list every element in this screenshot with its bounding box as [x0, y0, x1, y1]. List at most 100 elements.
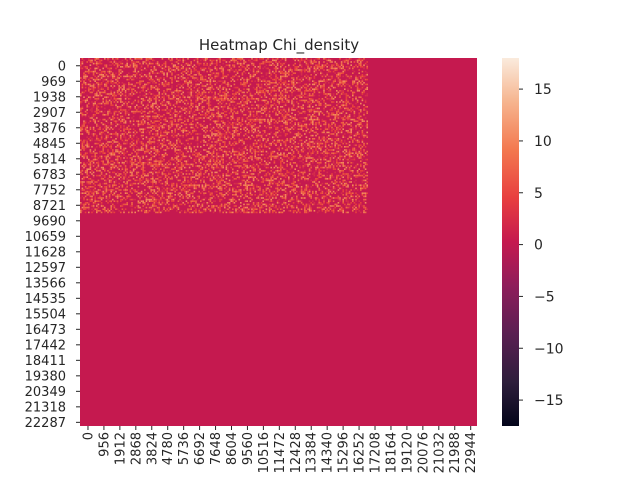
heatmap-cell: [365, 79, 367, 81]
heatmap-cell: [258, 90, 260, 92]
heatmap-cell: [326, 112, 328, 114]
heatmap-cell: [309, 80, 311, 82]
heatmap-cell: [136, 61, 138, 63]
heatmap-cell: [152, 133, 154, 135]
heatmap-cell: [234, 101, 236, 103]
heatmap-cell: [96, 108, 98, 110]
heatmap-cell: [160, 130, 162, 132]
heatmap-cell: [130, 128, 132, 130]
heatmap-cell: [307, 103, 309, 105]
heatmap-cell: [358, 69, 360, 71]
heatmap-cell: [242, 77, 244, 79]
heatmap-cell: [146, 138, 148, 140]
heatmap-cell: [363, 156, 365, 158]
heatmap-cell: [301, 93, 303, 95]
heatmap-cell: [253, 69, 255, 71]
heatmap-cell: [221, 135, 223, 137]
heatmap-cell: [342, 103, 344, 105]
heatmap-cell: [190, 76, 192, 78]
heatmap-cell: [168, 125, 170, 127]
heatmap-cell: [82, 61, 84, 63]
heatmap-cell: [85, 154, 87, 156]
heatmap-cell: [85, 127, 87, 129]
heatmap-cell: [306, 124, 308, 126]
heatmap-cell: [83, 154, 85, 156]
heatmap-cell: [325, 64, 327, 66]
heatmap-cell: [187, 133, 189, 135]
heatmap-cell: [350, 108, 352, 110]
heatmap-cell: [312, 127, 314, 129]
heatmap-cell: [325, 144, 327, 146]
heatmap-cell: [358, 72, 360, 74]
heatmap-cell: [181, 68, 183, 70]
heatmap-cell: [178, 125, 180, 127]
heatmap-cell: [237, 112, 239, 114]
heatmap-cell: [102, 101, 104, 103]
heatmap-cell: [240, 79, 242, 81]
heatmap-cell: [318, 136, 320, 138]
heatmap-cell: [258, 133, 260, 135]
heatmap-cell: [93, 151, 95, 153]
heatmap-cell: [330, 125, 332, 127]
heatmap-cell: [198, 80, 200, 82]
heatmap-cell: [134, 84, 136, 86]
heatmap-cell: [173, 64, 175, 66]
heatmap-cell: [269, 76, 271, 78]
heatmap-cell: [307, 95, 309, 97]
heatmap-cell: [248, 119, 250, 121]
heatmap-cell: [304, 156, 306, 158]
heatmap-cell: [302, 77, 304, 79]
heatmap-cell: [168, 98, 170, 100]
heatmap-cell: [346, 84, 348, 86]
heatmap-cell: [182, 156, 184, 158]
heatmap-cell: [259, 140, 261, 142]
heatmap-cell: [238, 90, 240, 92]
heatmap-cell: [101, 92, 103, 94]
heatmap-cell: [309, 111, 311, 113]
heatmap-cell: [336, 159, 338, 161]
heatmap-cell: [347, 109, 349, 111]
heatmap-cell: [163, 95, 165, 97]
heatmap-cell: [336, 128, 338, 130]
heatmap-cell: [90, 77, 92, 79]
heatmap-cell: [357, 141, 359, 143]
heatmap-cell: [242, 58, 244, 60]
heatmap-cell: [342, 125, 344, 127]
heatmap-cell: [107, 87, 109, 89]
heatmap-cell: [110, 76, 112, 78]
heatmap-cell: [134, 106, 136, 108]
heatmap-cell: [133, 135, 135, 137]
heatmap-cell: [350, 111, 352, 113]
heatmap-cell: [237, 119, 239, 121]
heatmap-cell: [181, 79, 183, 81]
heatmap-cell: [301, 95, 303, 97]
heatmap-cell: [280, 143, 282, 145]
heatmap-cell: [352, 140, 354, 142]
heatmap-cell: [344, 141, 346, 143]
heatmap-cell: [102, 92, 104, 94]
heatmap-cell: [117, 92, 119, 94]
heatmap-cell: [205, 96, 207, 98]
heatmap-cell: [366, 154, 368, 156]
heatmap-cell: [266, 100, 268, 102]
heatmap-cell: [310, 87, 312, 89]
heatmap-cell: [218, 112, 220, 114]
heatmap-cell: [131, 157, 133, 159]
heatmap-cell: [360, 127, 362, 129]
heatmap-cell: [366, 84, 368, 86]
heatmap-cell: [235, 143, 237, 145]
heatmap-cell: [251, 104, 253, 106]
heatmap-cell: [158, 120, 160, 122]
heatmap-cell: [110, 160, 112, 162]
heatmap-cell: [317, 101, 319, 103]
heatmap-cell: [291, 154, 293, 156]
heatmap-cell: [320, 87, 322, 89]
heatmap-cell: [195, 104, 197, 106]
heatmap-cell: [210, 156, 212, 158]
heatmap-cell: [251, 64, 253, 66]
heatmap-cell: [240, 109, 242, 111]
heatmap-cell: [358, 106, 360, 108]
heatmap-cell: [134, 144, 136, 146]
heatmap-cell: [179, 84, 181, 86]
heatmap-cell: [146, 106, 148, 108]
